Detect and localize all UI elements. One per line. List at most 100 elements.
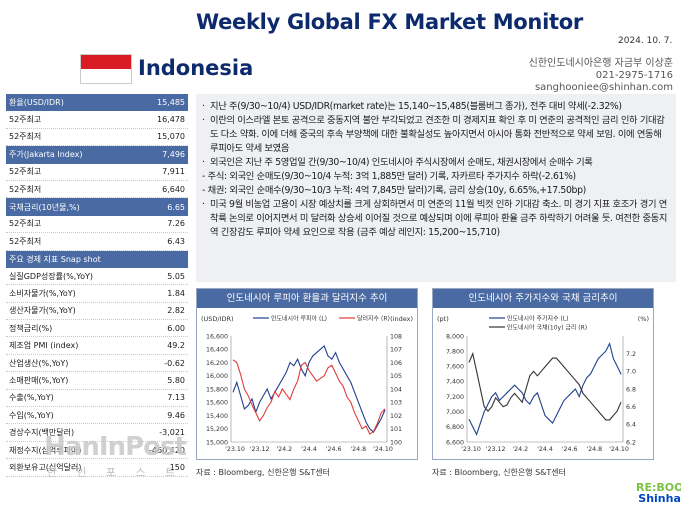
row-value: 7.13 xyxy=(167,393,185,403)
x-tick-label: '24.8 xyxy=(350,446,366,453)
x-tick-label: '24.6 xyxy=(562,446,578,453)
row-label: 소비자물가(%,YoY) xyxy=(9,288,76,298)
bullet-4: · 미국 9월 비농업 고용이 시장 예상치를 크게 상회하면서 미 연준의 11… xyxy=(202,199,668,238)
table-row: 생산자물가(%,YoY) 2.82 xyxy=(6,303,188,321)
row-label: 실질GDP성장률(%,YoY) xyxy=(9,271,93,281)
row-value: 15,070 xyxy=(157,132,185,142)
indonesia-flag-icon xyxy=(80,54,132,84)
left-tick-label: 7,400 xyxy=(446,379,464,386)
left-tick-label: 15,000 xyxy=(206,439,228,446)
x-tick-label: '24.10 xyxy=(609,446,629,453)
row-value: 2.82 xyxy=(167,306,185,316)
chart2-title: 인도네시아 주가지수와 국채 금리추이 xyxy=(433,289,653,308)
legend-label-left: 인도네시아 주가지수 (L) xyxy=(507,315,569,323)
right-tick-label: 101 xyxy=(390,426,402,433)
bullet-3: · 외국인은 지난 주 5영업일 간(9/30~10/4) 인도네시아 주식시장에… xyxy=(202,157,593,168)
table-row: 외환보유고(십억달러) 150 xyxy=(6,459,188,477)
author-email[interactable]: sanghooniee@shinhan.com xyxy=(534,82,673,93)
table-row: 52주최고 7,911 xyxy=(6,164,188,181)
table-row: 정책금리(%) 6.00 xyxy=(6,320,188,338)
series-line-right xyxy=(468,351,622,421)
series-line-left xyxy=(232,344,386,433)
left-tick-label: 16,600 xyxy=(206,333,228,340)
x-tick-label: '24.10 xyxy=(373,446,393,453)
left-unit-label: (pt) xyxy=(437,315,449,323)
chart1-plot: (USD/IDR) (index) 인도네시아 루피아 (L) 달러지수 (R) 15,… xyxy=(201,315,413,454)
left-tick-label: 16,400 xyxy=(206,347,228,354)
left-tick-label: 7,600 xyxy=(446,364,464,371)
table-row: 제조업 PMI (index) 49.2 xyxy=(6,337,188,355)
row-value: 15,485 xyxy=(157,98,185,108)
row-label: 52주최고 xyxy=(9,219,42,229)
table-row: 재정수지(십억루피아) -460,420 xyxy=(6,442,188,460)
right-tick-label: 6.8 xyxy=(626,386,636,393)
row-label: 52주최저 xyxy=(9,236,42,246)
left-tick-label: 7,000 xyxy=(446,409,464,416)
row-label: 경상수지(백만달러) xyxy=(9,428,75,438)
row-value: 6,640 xyxy=(162,184,185,194)
x-tick-label: '24.4 xyxy=(301,446,317,453)
fx-dollar-index-chart: 인도네시아 루피아 환율과 달러지수 추이 (USD/IDR) (index) 인도… xyxy=(196,288,418,460)
table-row: 실질GDP성장률(%,YoY) 5.05 xyxy=(6,268,188,286)
table-row: 52주최저 15,070 xyxy=(6,129,188,147)
table-row: 52주최저 6.43 xyxy=(6,233,188,251)
row-label: 정책금리(%) xyxy=(9,323,53,333)
x-tick-label: '24.2 xyxy=(276,446,292,453)
left-unit-label: (USD/IDR) xyxy=(201,315,234,323)
left-tick-label: 15,400 xyxy=(206,413,228,420)
left-tick-label: 8,000 xyxy=(446,333,464,340)
shinhan-reboot-logo: RE:BOOT Shinhan xyxy=(636,481,681,505)
legend-label-right: 인도네시아 국채(10y) 금리 (R) xyxy=(507,324,587,332)
x-tick-label: '24.4 xyxy=(537,446,553,453)
x-tick-label: '23.10 xyxy=(225,446,245,453)
author-name: 신한인도네시아은행 자금부 이상훈 xyxy=(528,58,673,69)
row-value: 1.84 xyxy=(167,288,185,298)
left-tick-label: 6,800 xyxy=(446,424,464,431)
row-label: 주가(Jakarta Index) xyxy=(9,150,83,160)
row-value: 6.43 xyxy=(167,236,185,246)
series-line-right xyxy=(232,359,386,435)
right-unit-label: (index) xyxy=(390,315,413,323)
row-label: 수입(%,YoY) xyxy=(9,410,54,420)
table-row: 국채금리(10년물,%) 6.65 xyxy=(6,198,188,216)
table-row: 주요 경제 지표 Snap shot xyxy=(6,250,188,268)
right-tick-label: 6.4 xyxy=(626,422,636,429)
table-row: 소매판매(%,YoY) 5.80 xyxy=(6,372,188,390)
right-tick-label: 103 xyxy=(390,400,402,407)
bullet-3-bond: - 채권: 외국인 순매수(9/30~10/3 누적: 4억 7,845만 달러… xyxy=(202,185,586,196)
bullet-1: · 지난 주(9/30~10/4) USD/IDR(market rate)는 1… xyxy=(202,101,622,112)
left-tick-label: 7,200 xyxy=(446,394,464,401)
x-tick-label: '23.12 xyxy=(486,446,506,453)
table-row: 수출(%,YoY) 7.13 xyxy=(6,390,188,408)
row-value: 7.26 xyxy=(167,219,185,229)
country-name: Indonesia xyxy=(138,56,254,80)
chart1-title: 인도네시아 루피아 환율과 달러지수 추이 xyxy=(197,289,417,308)
x-tick-label: '24.2 xyxy=(512,446,528,453)
right-unit-label: (%) xyxy=(638,315,649,323)
table-row: 52주최고 16,478 xyxy=(6,111,188,129)
indicator-table: 환율(USD/IDR) 15,485 52주최고 16,478 52주최저 15,070 주… xyxy=(6,94,188,477)
row-value: 16,478 xyxy=(157,115,185,125)
x-tick-label: '23.12 xyxy=(250,446,270,453)
row-value: -3,021 xyxy=(159,428,185,438)
chart2-source: 자료 : Bloomberg, 신한은행 S&T센터 xyxy=(432,468,567,477)
row-label: 52주최저 xyxy=(9,132,42,142)
row-value: 7,496 xyxy=(162,150,185,160)
row-label: 52주최고 xyxy=(9,115,42,125)
row-label: 외환보유고(십억달러) xyxy=(9,462,82,472)
right-tick-label: 105 xyxy=(390,373,402,380)
right-tick-label: 7.2 xyxy=(626,351,636,358)
country-banner: Indonesia xyxy=(80,52,280,88)
row-label: 주요 경제 지표 Snap shot xyxy=(9,254,101,264)
row-label: 국채금리(10년물,%) xyxy=(9,202,80,212)
table-row: 수입(%,YoY) 9.46 xyxy=(6,407,188,425)
left-tick-label: 6,600 xyxy=(446,439,464,446)
row-label: 환율(USD/IDR) xyxy=(9,98,64,108)
legend-label-left: 인도네시아 루피아 (L) xyxy=(271,315,327,323)
row-value: 49.2 xyxy=(167,341,185,351)
right-tick-label: 100 xyxy=(390,439,402,446)
right-tick-label: 104 xyxy=(390,386,402,393)
row-label: 제조업 PMI (index) xyxy=(9,341,79,351)
row-label: 소매판매(%,YoY) xyxy=(9,375,69,385)
series-line-left xyxy=(468,342,622,436)
